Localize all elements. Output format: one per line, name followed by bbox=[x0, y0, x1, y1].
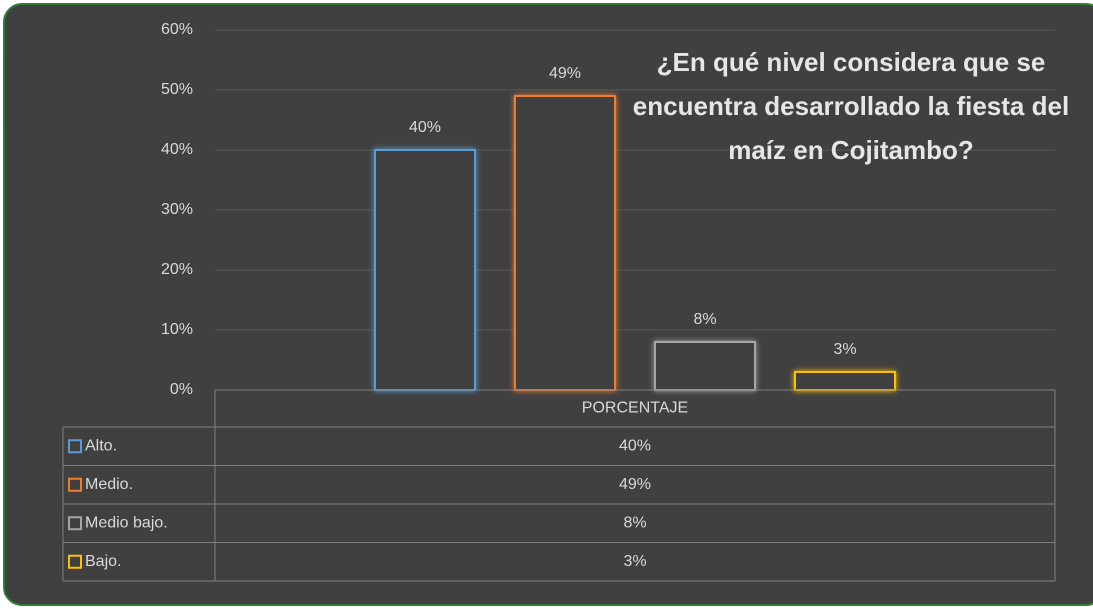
y-tick-label: 30% bbox=[161, 201, 193, 218]
y-tick-label: 10% bbox=[161, 321, 193, 338]
chart-title: ¿En qué nivel considera que se encuentra… bbox=[632, 47, 1070, 165]
legend-key bbox=[68, 439, 82, 454]
legend-key bbox=[68, 477, 82, 492]
y-tick-label: 60% bbox=[161, 21, 193, 38]
table-value: 3% bbox=[623, 553, 646, 570]
legend-key bbox=[68, 554, 82, 569]
data-label: 40% bbox=[409, 119, 441, 136]
y-tick-label: 20% bbox=[161, 261, 193, 278]
x-tick-label: PORCENTAJE bbox=[582, 400, 688, 417]
table-value: 8% bbox=[623, 514, 646, 531]
table-value: 40% bbox=[619, 437, 651, 454]
legend-label: Medio. bbox=[85, 476, 133, 493]
legend-label: Medio bajo. bbox=[85, 514, 168, 531]
bar bbox=[654, 341, 756, 391]
data-label: 8% bbox=[693, 311, 716, 328]
legend-label: Bajo. bbox=[85, 553, 121, 570]
legend-label: Alto. bbox=[85, 437, 117, 454]
data-label: 49% bbox=[549, 65, 581, 82]
bar bbox=[514, 95, 616, 391]
y-tick-label: 40% bbox=[161, 141, 193, 158]
bar bbox=[794, 371, 896, 391]
data-label: 3% bbox=[833, 341, 856, 358]
y-tick-label: 0% bbox=[170, 381, 193, 398]
bar bbox=[374, 149, 476, 391]
y-tick-label: 50% bbox=[161, 81, 193, 98]
legend-key bbox=[68, 516, 82, 531]
table-value: 49% bbox=[619, 476, 651, 493]
